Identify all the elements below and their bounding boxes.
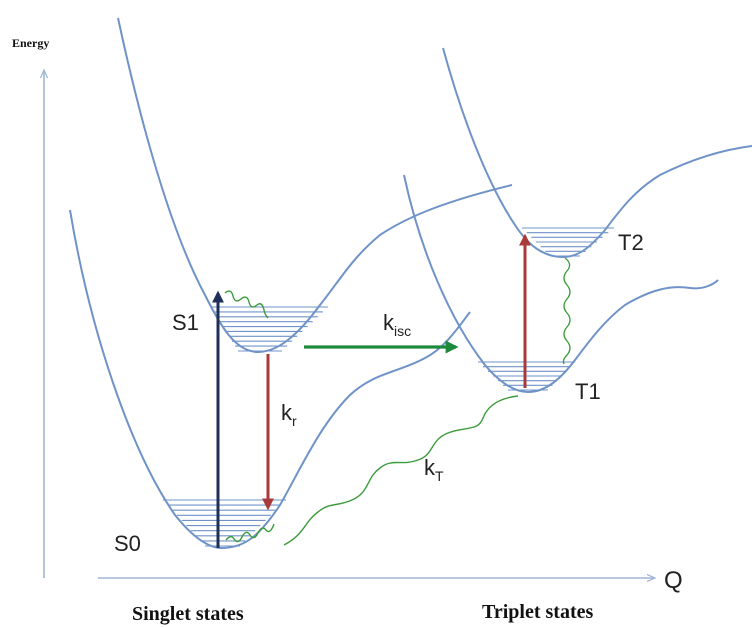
s0-vibrational-relaxation xyxy=(225,523,275,543)
s0-curve xyxy=(69,209,471,550)
rate-kT-base: k xyxy=(424,455,436,480)
y-axis-label: Energy xyxy=(12,36,49,50)
rate-label-kr: kr xyxy=(281,400,297,429)
s1-vibrational-levels xyxy=(211,306,328,352)
rate-kisc-base: k xyxy=(383,310,395,335)
rate-label-kisc: kisc xyxy=(383,310,411,339)
t1-curve xyxy=(403,174,719,394)
state-label-t2: T2 xyxy=(618,230,644,255)
triplet-states-caption: Triplet states xyxy=(482,601,593,623)
rate-kr-base: k xyxy=(281,400,293,425)
s1-curve xyxy=(117,17,513,354)
state-label-s1: S1 xyxy=(172,310,199,335)
t2-t1-internal-conversion xyxy=(562,257,571,365)
potential-curves xyxy=(69,17,752,550)
state-label-s0: S0 xyxy=(114,531,141,556)
rate-label-kT: kT xyxy=(424,455,444,484)
x-axis-label: Q xyxy=(664,567,683,594)
t2-vibrational-levels xyxy=(522,227,614,257)
t1-vibrational-levels xyxy=(478,361,575,391)
kT-nonradiative-decay xyxy=(283,395,519,546)
s0-vibrational-levels xyxy=(163,499,286,547)
t2-curve xyxy=(442,47,752,259)
s1-vibrational-relaxation xyxy=(224,290,269,319)
state-label-t1: T1 xyxy=(575,379,601,404)
singlet-states-caption: Singlet states xyxy=(132,603,244,625)
rate-kr-sub: r xyxy=(292,413,297,429)
rate-kT-sub: T xyxy=(435,468,444,484)
rate-kisc-sub: isc xyxy=(394,323,411,339)
